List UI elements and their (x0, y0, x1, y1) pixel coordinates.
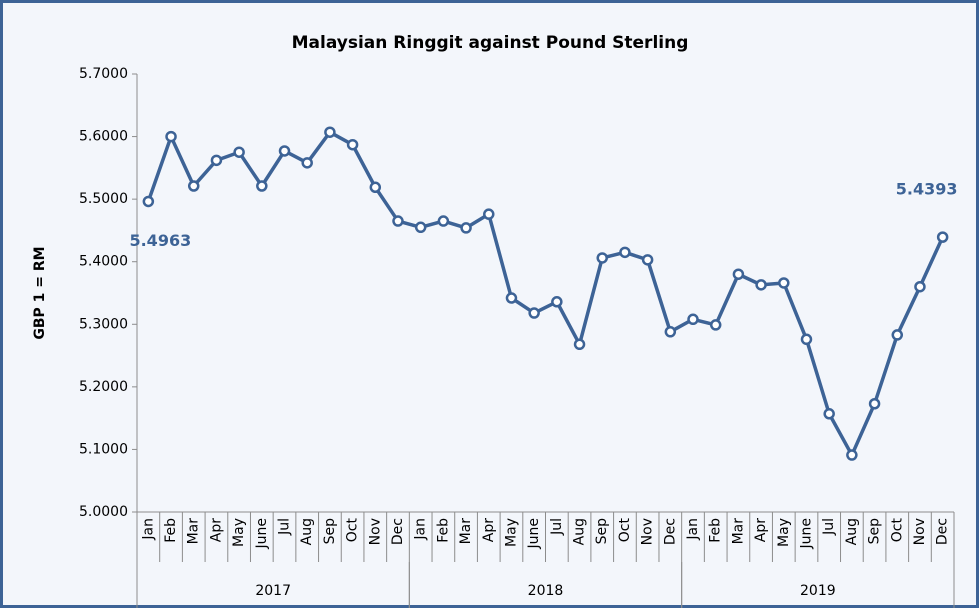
data-label: 5.4963 (129, 231, 191, 250)
x-tick-label: Apr (208, 518, 224, 542)
marker (256, 180, 268, 192)
marker (437, 215, 450, 227)
data-label: 5.4393 (896, 180, 958, 199)
x-tick-label: May (231, 518, 247, 547)
group-label: 2017 (255, 583, 291, 599)
marker (709, 319, 722, 331)
marker (868, 398, 881, 410)
marker (233, 146, 245, 158)
x-tick-label: Aug (572, 518, 588, 545)
x-tick-label: Jan (413, 518, 429, 541)
marker (778, 277, 790, 289)
y-axis-title: GBP 1 = RM (32, 246, 48, 339)
marker (596, 252, 608, 264)
x-tick-label: Feb (163, 518, 179, 543)
x-tick-label: June (798, 518, 814, 550)
marker (823, 408, 835, 420)
marker (528, 307, 540, 319)
x-tick-label: Apr (481, 518, 497, 542)
x-tick-label: Dec (390, 518, 406, 545)
group-label: 2018 (528, 583, 564, 599)
x-tick-label: May (503, 518, 519, 547)
marker (278, 145, 291, 157)
y-tick-label: 5.2000 (79, 379, 128, 395)
marker (687, 313, 699, 326)
marker (641, 254, 654, 266)
x-tick-label: Sep (867, 518, 883, 545)
x-tick-label: Nov (367, 518, 383, 545)
x-tick-label: Sep (594, 518, 610, 545)
x-tick-label: Jan (685, 518, 701, 541)
marker (573, 338, 586, 351)
x-tick-label: Mar (730, 518, 746, 545)
y-tick-label: 5.1000 (79, 441, 128, 457)
marker (142, 195, 155, 208)
y-tick-label: 5.0000 (79, 504, 128, 520)
marker (505, 292, 518, 304)
marker (800, 333, 813, 346)
marker (914, 280, 926, 293)
marker (392, 215, 404, 227)
x-tick-label: Jul (277, 518, 293, 536)
x-tick-label: Nov (912, 518, 928, 545)
marker (165, 130, 177, 143)
marker (846, 449, 858, 461)
marker (324, 126, 336, 138)
x-tick-label: Oct (345, 518, 361, 543)
marker (369, 181, 382, 194)
marker (936, 231, 949, 243)
x-tick-label: Apr (753, 518, 769, 542)
y-tick-label: 5.5000 (79, 191, 128, 207)
x-tick-label: Jul (821, 518, 837, 536)
marker (619, 246, 631, 259)
y-tick-label: 5.7000 (79, 66, 128, 82)
chart-title: Malaysian Ringgit against Pound Sterling (292, 33, 689, 53)
x-tick-label: June (526, 518, 542, 550)
x-tick-label: Feb (435, 518, 451, 543)
x-tick-label: Feb (708, 518, 724, 543)
marker (551, 296, 563, 308)
marker (346, 138, 359, 151)
x-tick-label: Aug (844, 518, 860, 545)
x-tick-label: June (254, 518, 270, 550)
y-tick-label: 5.3000 (79, 316, 128, 332)
marker (301, 157, 313, 169)
x-tick-label: Mar (458, 518, 474, 545)
x-tick-label: Oct (617, 518, 633, 543)
y-tick-label: 5.4000 (79, 254, 128, 270)
x-tick-label: Dec (935, 518, 951, 545)
marker (414, 221, 427, 234)
marker (891, 329, 904, 341)
marker (483, 208, 495, 220)
x-tick-label: Sep (322, 518, 338, 545)
y-tick-label: 5.6000 (79, 129, 128, 145)
group-label: 2019 (800, 583, 836, 599)
marker (210, 154, 223, 167)
x-tick-label: Mar (186, 518, 202, 545)
marker (755, 279, 767, 291)
line (146, 130, 945, 457)
x-tick-label: Jan (140, 518, 156, 541)
marker (732, 268, 745, 280)
x-tick-label: May (776, 518, 792, 547)
x-tick-label: Jul (549, 518, 565, 536)
marker (187, 180, 200, 192)
x-tick-label: Dec (662, 518, 678, 545)
marker (460, 222, 472, 234)
x-tick-label: Nov (640, 518, 656, 545)
marker (664, 326, 677, 338)
x-tick-label: Aug (299, 518, 315, 545)
x-tick-label: Oct (889, 518, 905, 543)
